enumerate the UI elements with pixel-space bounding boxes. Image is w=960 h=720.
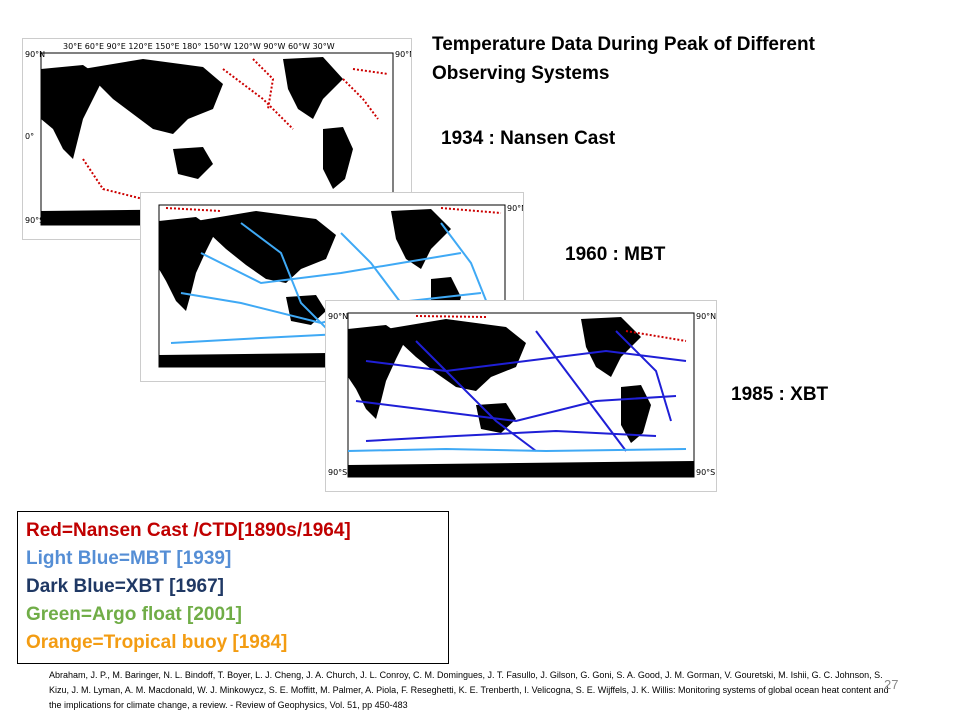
svg-text:90°S: 90°S — [328, 468, 347, 477]
svg-text:90°S: 90°S — [696, 468, 715, 477]
svg-text:90°S: 90°S — [25, 216, 44, 225]
map-label-1960: 1960 : MBT — [565, 244, 666, 265]
map-1985-xbt: 90°N 90°S 90°N 90°S — [325, 300, 717, 492]
legend-tropical-buoy: Orange=Tropical buoy [1984] — [26, 632, 288, 653]
map-1934-nansen: 90°N0°90°S 90°N90°S 30°E 60°E 90°E 120°E… — [22, 38, 412, 240]
svg-text:90°N: 90°N — [25, 50, 45, 59]
map-label-1985: 1985 : XBT — [731, 384, 829, 405]
legend-argo: Green=Argo float [2001] — [26, 604, 242, 625]
legend-mbt: Light Blue=MBT [1939] — [26, 548, 232, 569]
slide-title: Temperature Data During Peak of Differen… — [432, 34, 815, 84]
legend-nansen: Red=Nansen Cast /CTD[1890s/1964] — [26, 520, 351, 541]
svg-text:90°N: 90°N — [507, 204, 523, 213]
svg-text:0°: 0° — [25, 132, 34, 141]
citation: Abraham, J. P., M. Baringer, N. L. Bindo… — [49, 670, 889, 710]
map-label-1934: 1934 : Nansen Cast — [441, 128, 616, 149]
svg-text:90°N: 90°N — [696, 312, 716, 321]
legend-xbt: Dark Blue=XBT [1967] — [26, 576, 224, 597]
legend-box: Red=Nansen Cast /CTD[1890s/1964] Light B… — [17, 511, 449, 664]
map-1985-figure: 90°N 90°S 90°N 90°S — [328, 312, 716, 478]
svg-text:90°N: 90°N — [328, 312, 348, 321]
svg-text:30°E 60°E 90°E 120°E 150°E 180: 30°E 60°E 90°E 120°E 150°E 180° 150°W 12… — [63, 42, 335, 51]
svg-text:90°N: 90°N — [395, 50, 411, 59]
page-number: 27 — [884, 677, 899, 692]
